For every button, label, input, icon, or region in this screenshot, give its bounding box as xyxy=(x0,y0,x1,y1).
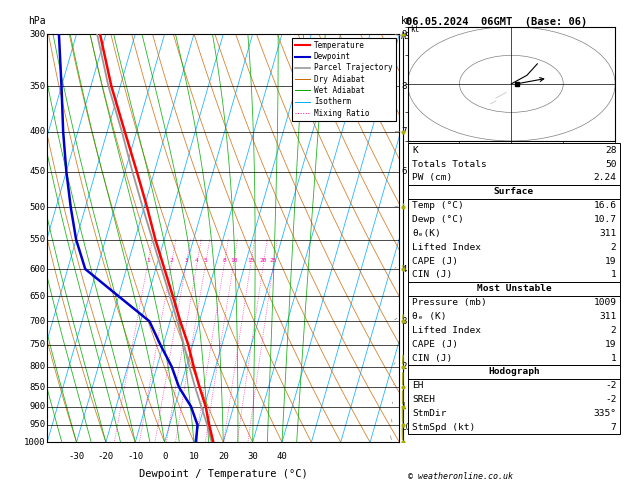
Text: K: K xyxy=(412,146,418,155)
Text: © weatheronline.co.uk: © weatheronline.co.uk xyxy=(408,472,513,481)
Text: 900: 900 xyxy=(30,402,45,411)
Text: Hodograph: Hodograph xyxy=(488,367,540,377)
Text: Lifted Index: Lifted Index xyxy=(412,243,481,252)
Text: 40: 40 xyxy=(277,452,287,462)
Text: CIN (J): CIN (J) xyxy=(412,270,452,279)
Text: 3: 3 xyxy=(401,317,406,326)
Text: -20: -20 xyxy=(98,452,114,462)
Text: -2: -2 xyxy=(605,381,616,390)
Text: 2: 2 xyxy=(170,259,174,263)
Text: 2: 2 xyxy=(401,362,406,371)
Text: -2: -2 xyxy=(605,395,616,404)
Text: 2: 2 xyxy=(611,326,616,335)
Text: Totals Totals: Totals Totals xyxy=(412,159,487,169)
Text: 3: 3 xyxy=(184,259,188,263)
Text: 700: 700 xyxy=(30,317,45,326)
Text: CAPE (J): CAPE (J) xyxy=(412,340,458,349)
Text: km: km xyxy=(401,16,413,26)
Text: Mixing Ratio (g/kg): Mixing Ratio (g/kg) xyxy=(415,191,423,286)
Text: 9: 9 xyxy=(401,30,406,38)
Text: 30: 30 xyxy=(247,452,258,462)
Text: 19: 19 xyxy=(605,340,616,349)
Text: 450: 450 xyxy=(30,167,45,176)
Text: kt: kt xyxy=(410,25,420,35)
Text: 10: 10 xyxy=(189,452,199,462)
Text: SREH: SREH xyxy=(412,395,435,404)
Text: 8: 8 xyxy=(401,82,406,91)
Text: -30: -30 xyxy=(69,452,84,462)
Text: CAPE (J): CAPE (J) xyxy=(412,257,458,266)
Text: hPa: hPa xyxy=(28,16,45,26)
Text: 600: 600 xyxy=(30,264,45,274)
Text: 16.6: 16.6 xyxy=(593,201,616,210)
Text: Pressure (mb): Pressure (mb) xyxy=(412,298,487,307)
Text: LCL: LCL xyxy=(401,423,415,432)
Text: 1: 1 xyxy=(611,270,616,279)
Text: 20: 20 xyxy=(260,259,267,263)
Text: 950: 950 xyxy=(30,420,45,429)
Text: 4: 4 xyxy=(195,259,199,263)
Text: 4: 4 xyxy=(401,264,406,274)
Text: 15: 15 xyxy=(247,259,255,263)
Text: 20: 20 xyxy=(218,452,229,462)
Text: 6: 6 xyxy=(401,167,406,176)
Text: 300: 300 xyxy=(30,30,45,38)
Text: 1009: 1009 xyxy=(593,298,616,307)
Text: ASL: ASL xyxy=(401,32,416,41)
Text: 800: 800 xyxy=(30,362,45,371)
Text: Most Unstable: Most Unstable xyxy=(477,284,551,294)
Text: 10: 10 xyxy=(230,259,237,263)
Text: Surface: Surface xyxy=(494,187,534,196)
Text: StmDir: StmDir xyxy=(412,409,447,418)
Text: Temp (°C): Temp (°C) xyxy=(412,201,464,210)
Text: Dewp (°C): Dewp (°C) xyxy=(412,215,464,224)
Text: 7: 7 xyxy=(401,127,406,136)
Text: 750: 750 xyxy=(30,340,45,349)
Text: 06.05.2024  06GMT  (Base: 06): 06.05.2024 06GMT (Base: 06) xyxy=(406,17,587,27)
Text: 28: 28 xyxy=(605,146,616,155)
Text: 1: 1 xyxy=(146,259,150,263)
Text: 335°: 335° xyxy=(593,409,616,418)
Text: 5: 5 xyxy=(204,259,208,263)
Text: 850: 850 xyxy=(30,382,45,392)
Text: CIN (J): CIN (J) xyxy=(412,353,452,363)
Text: 8: 8 xyxy=(223,259,226,263)
Text: Dewpoint / Temperature (°C): Dewpoint / Temperature (°C) xyxy=(139,469,308,479)
Legend: Temperature, Dewpoint, Parcel Trajectory, Dry Adiabat, Wet Adiabat, Isotherm, Mi: Temperature, Dewpoint, Parcel Trajectory… xyxy=(292,38,396,121)
Text: 7: 7 xyxy=(611,423,616,432)
Text: 311: 311 xyxy=(599,229,616,238)
Text: -10: -10 xyxy=(127,452,143,462)
Text: θₑ(K): θₑ(K) xyxy=(412,229,441,238)
Text: 350: 350 xyxy=(30,82,45,91)
Text: 400: 400 xyxy=(30,127,45,136)
Text: 50: 50 xyxy=(605,159,616,169)
Text: 1: 1 xyxy=(401,402,406,411)
Text: 19: 19 xyxy=(605,257,616,266)
Text: 500: 500 xyxy=(30,203,45,212)
Text: 10.7: 10.7 xyxy=(593,215,616,224)
Text: 2.24: 2.24 xyxy=(593,174,616,183)
Text: Lifted Index: Lifted Index xyxy=(412,326,481,335)
Text: 1000: 1000 xyxy=(24,438,45,447)
Text: 0: 0 xyxy=(162,452,167,462)
Text: 25: 25 xyxy=(270,259,277,263)
Text: StmSpd (kt): StmSpd (kt) xyxy=(412,423,476,432)
Text: 2: 2 xyxy=(611,243,616,252)
Text: θₑ (K): θₑ (K) xyxy=(412,312,447,321)
Text: EH: EH xyxy=(412,381,423,390)
Text: 1: 1 xyxy=(611,353,616,363)
Text: PW (cm): PW (cm) xyxy=(412,174,452,183)
Text: 550: 550 xyxy=(30,235,45,244)
Text: 650: 650 xyxy=(30,292,45,301)
Text: 311: 311 xyxy=(599,312,616,321)
